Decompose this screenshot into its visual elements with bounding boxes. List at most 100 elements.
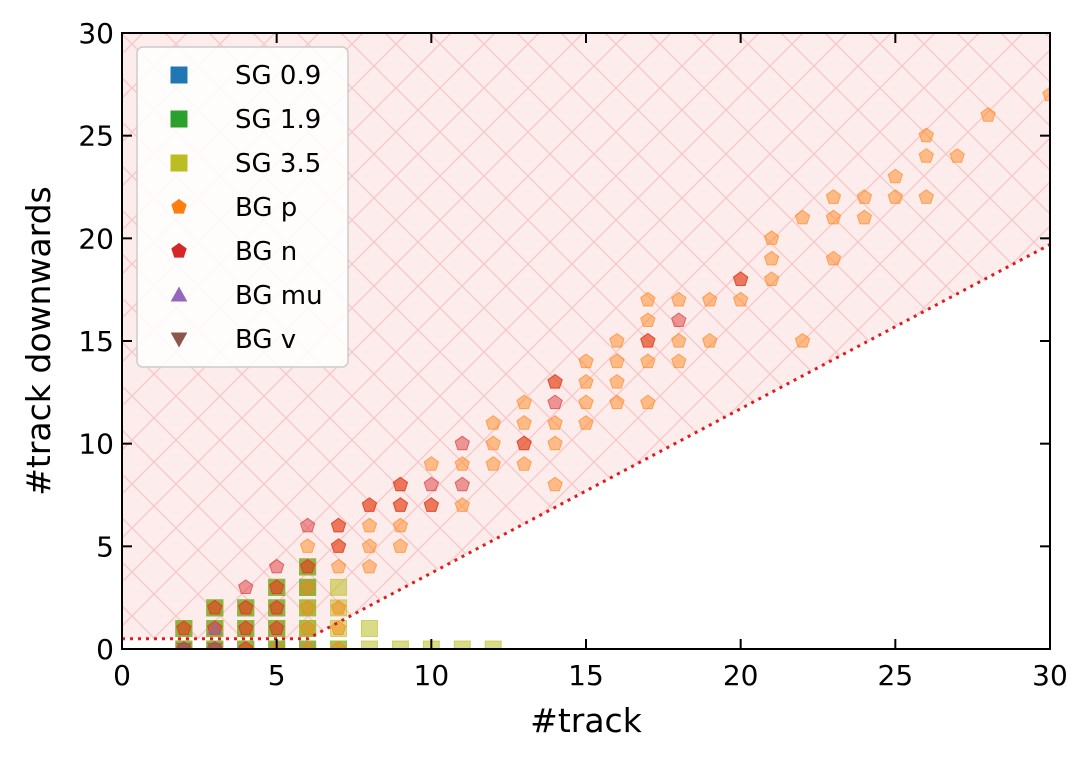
legend-label: SG 1.9 bbox=[235, 105, 321, 135]
data-point bbox=[485, 415, 501, 430]
data-point bbox=[516, 456, 532, 471]
legend: SG 0.9 SG 1.9 SG 3.5 BG p BG n BG mu BG v bbox=[136, 46, 349, 368]
data-point bbox=[980, 107, 996, 122]
x-tick-label: 10 bbox=[414, 659, 450, 692]
legend-label: SG 3.5 bbox=[235, 149, 321, 179]
data-point bbox=[238, 640, 254, 649]
legend-marker bbox=[170, 66, 188, 84]
y-tick-label: 10 bbox=[78, 428, 114, 461]
data-point bbox=[609, 373, 625, 389]
shaded-region bbox=[122, 33, 1050, 639]
data-point bbox=[361, 558, 378, 574]
data-point bbox=[609, 332, 625, 348]
data-point bbox=[268, 620, 285, 636]
legend-marker bbox=[170, 332, 188, 348]
legend-item: SG 1.9 bbox=[170, 105, 321, 135]
data-point bbox=[392, 517, 409, 533]
data-point bbox=[360, 619, 378, 637]
data-point bbox=[671, 353, 687, 369]
data-point bbox=[207, 599, 223, 615]
data-point bbox=[454, 456, 470, 471]
data-point bbox=[516, 394, 532, 410]
y-tick-label: 5 bbox=[96, 530, 114, 563]
data-point bbox=[578, 415, 594, 430]
y-tick-label: 30 bbox=[78, 17, 114, 50]
data-point bbox=[825, 189, 842, 204]
data-point bbox=[856, 209, 873, 225]
legend-marker bbox=[170, 154, 188, 172]
legend-marker bbox=[170, 110, 188, 128]
data-point bbox=[578, 353, 594, 369]
data-point bbox=[887, 189, 904, 204]
x-tick-label: 20 bbox=[723, 659, 759, 692]
x-tick-label: 25 bbox=[878, 659, 914, 692]
data-point bbox=[578, 394, 594, 410]
data-point bbox=[918, 127, 934, 143]
cut-line bbox=[122, 243, 1050, 641]
data-point bbox=[609, 394, 625, 410]
legend-marker bbox=[171, 242, 187, 258]
data-point bbox=[794, 209, 811, 225]
data-point bbox=[640, 353, 656, 369]
data-point bbox=[547, 476, 563, 492]
data-point bbox=[453, 640, 471, 649]
data-point bbox=[516, 435, 532, 451]
data-point bbox=[763, 250, 780, 266]
data-point bbox=[918, 148, 934, 163]
legend-label: BG p bbox=[235, 193, 297, 223]
data-point bbox=[484, 640, 502, 649]
legend-item: BG mu bbox=[170, 281, 323, 311]
x-tick-label: 5 bbox=[268, 659, 286, 692]
shaded-region-area bbox=[122, 33, 1050, 639]
data-point bbox=[268, 599, 285, 615]
data-point bbox=[330, 517, 347, 533]
data-point bbox=[671, 291, 687, 307]
data-point bbox=[794, 332, 811, 348]
data-point bbox=[330, 578, 348, 596]
data-point bbox=[361, 517, 378, 533]
data-point bbox=[392, 476, 409, 492]
data-point bbox=[887, 168, 904, 184]
data-point bbox=[732, 291, 749, 307]
data-point bbox=[176, 642, 192, 649]
data-point bbox=[299, 517, 316, 533]
y-tick-label: 0 bbox=[96, 633, 114, 666]
data-point bbox=[949, 148, 965, 163]
data-point bbox=[423, 497, 440, 512]
data-point bbox=[206, 620, 223, 635]
data-point bbox=[330, 640, 347, 649]
data-points bbox=[175, 86, 1050, 649]
data-point bbox=[391, 640, 409, 649]
legend-marker bbox=[171, 198, 187, 214]
data-point bbox=[485, 435, 501, 451]
data-point bbox=[640, 394, 656, 410]
y-tick-label: 25 bbox=[78, 120, 114, 153]
data-point bbox=[268, 579, 285, 594]
data-point bbox=[640, 332, 656, 348]
data-point bbox=[299, 620, 316, 636]
data-point bbox=[268, 558, 285, 574]
legend-box bbox=[136, 46, 349, 368]
data-point bbox=[423, 476, 440, 492]
data-point bbox=[361, 497, 378, 512]
data-point bbox=[609, 353, 625, 369]
series-bg-v bbox=[176, 642, 223, 649]
data-point bbox=[330, 558, 347, 574]
data-point bbox=[238, 599, 254, 615]
data-point bbox=[856, 189, 873, 204]
legend-item: SG 0.9 bbox=[170, 61, 321, 91]
y-axis-label: #track downwards bbox=[19, 186, 58, 496]
data-point bbox=[330, 599, 347, 615]
data-point bbox=[330, 640, 348, 649]
legend-label: BG n bbox=[235, 237, 297, 267]
legend-marker bbox=[170, 286, 188, 302]
data-point bbox=[547, 415, 563, 430]
data-point bbox=[702, 332, 718, 348]
legend-label: BG mu bbox=[235, 281, 323, 311]
x-axis-label: #track bbox=[530, 701, 643, 740]
data-point bbox=[454, 497, 470, 512]
data-point bbox=[578, 373, 594, 389]
data-point bbox=[238, 579, 254, 594]
data-point bbox=[825, 250, 842, 266]
